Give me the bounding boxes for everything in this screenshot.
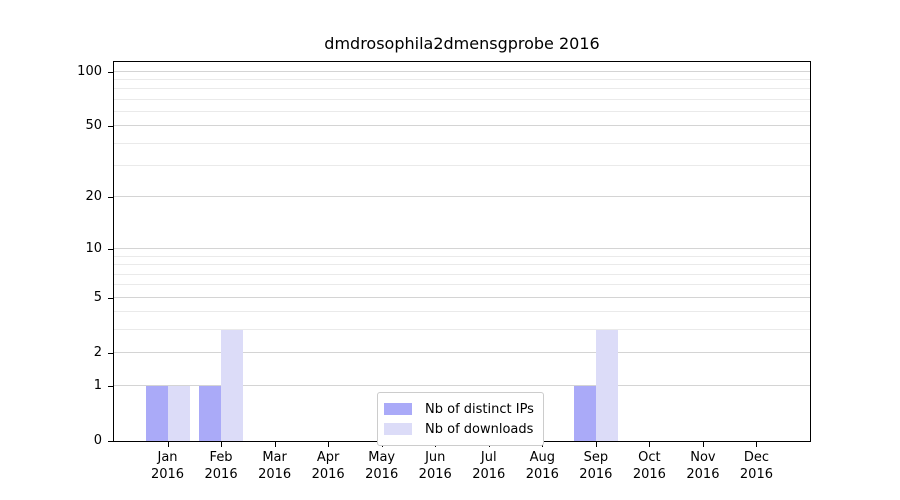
gridline-50 bbox=[114, 125, 810, 127]
y-tick-label-10: 10 bbox=[85, 241, 102, 257]
x-tick-oct-2016 bbox=[649, 442, 651, 447]
gridline-30 bbox=[114, 165, 810, 167]
x-tick-label-sep-2016: Sep 2016 bbox=[579, 450, 613, 482]
x-tick-label-mar-2016: Mar 2016 bbox=[258, 450, 292, 482]
gridline-2 bbox=[114, 352, 810, 354]
y-tick-label-5: 5 bbox=[93, 289, 102, 305]
gridline-8 bbox=[114, 264, 810, 266]
x-tick-label-aug-2016: Aug 2016 bbox=[525, 450, 559, 482]
y-tick-label-1: 1 bbox=[93, 377, 102, 393]
y-tick-100 bbox=[108, 71, 113, 73]
y-tick-label-100: 100 bbox=[77, 63, 102, 79]
bar-nb-of-downloads-sep-2016 bbox=[595, 330, 618, 441]
gridline-3 bbox=[114, 329, 810, 331]
x-tick-apr-2016 bbox=[328, 442, 330, 447]
legend-swatch-downloads bbox=[384, 423, 412, 435]
bar-nb-of-downloads-feb-2016 bbox=[221, 330, 244, 441]
gridline-100 bbox=[114, 70, 810, 72]
x-tick-label-jan-2016: Jan 2016 bbox=[150, 450, 185, 482]
x-tick-label-nov-2016: Nov 2016 bbox=[686, 450, 720, 482]
gridline-9 bbox=[114, 255, 810, 257]
y-tick-label-0: 0 bbox=[93, 433, 102, 448]
legend-item-downloads: Nb of downloads bbox=[384, 419, 534, 439]
x-tick-label-apr-2016: Apr 2016 bbox=[311, 450, 345, 482]
gridline-7 bbox=[114, 273, 810, 275]
legend: Nb of distinct IPs Nb of downloads bbox=[377, 392, 544, 446]
x-tick-label-may-2016: May 2016 bbox=[365, 450, 399, 482]
x-tick-label-jul-2016: Jul 2016 bbox=[472, 450, 506, 482]
gridline-80 bbox=[114, 88, 810, 90]
gridline-1 bbox=[114, 384, 810, 386]
y-tick-0 bbox=[108, 441, 113, 442]
gridline-40 bbox=[114, 142, 810, 144]
gridline-5 bbox=[114, 296, 810, 298]
gridline-10 bbox=[114, 248, 810, 250]
x-tick-nov-2016 bbox=[702, 442, 704, 447]
plot-area: Nb of distinct IPs Nb of downloads bbox=[113, 61, 811, 446]
bar-nb-of-downloads-jan-2016 bbox=[167, 385, 190, 441]
y-tick-20 bbox=[108, 197, 113, 199]
y-tick-5 bbox=[108, 297, 113, 299]
x-tick-label-dec-2016: Dec 2016 bbox=[739, 450, 773, 482]
legend-item-distinct-ips: Nb of distinct IPs bbox=[384, 399, 534, 419]
x-tick-sep-2016 bbox=[595, 442, 597, 447]
chart-title: dmdrosophila2dmensgprobe 2016 bbox=[324, 34, 600, 53]
y-tick-label-20: 20 bbox=[85, 189, 102, 205]
gridline-20 bbox=[114, 196, 810, 198]
x-tick-label-feb-2016: Feb 2016 bbox=[204, 450, 238, 482]
gridline-6 bbox=[114, 284, 810, 286]
y-tick-label-2: 2 bbox=[93, 345, 102, 361]
y-tick-label-50: 50 bbox=[85, 118, 102, 134]
x-tick-label-oct-2016: Oct 2016 bbox=[632, 450, 666, 482]
y-tick-50 bbox=[108, 126, 113, 128]
legend-label-downloads: Nb of downloads bbox=[425, 421, 534, 437]
legend-swatch-distinct-ips bbox=[384, 403, 412, 415]
bar-nb-of-distinct-ips-sep-2016 bbox=[573, 385, 596, 441]
x-tick-mar-2016 bbox=[274, 442, 276, 447]
y-tick-2 bbox=[108, 353, 113, 355]
x-tick-label-jun-2016: Jun 2016 bbox=[418, 450, 452, 482]
legend-label-distinct-ips: Nb of distinct IPs bbox=[425, 401, 534, 417]
y-tick-10 bbox=[108, 249, 113, 251]
x-tick-dec-2016 bbox=[756, 442, 758, 447]
gridline-4 bbox=[114, 311, 810, 313]
bar-nb-of-distinct-ips-feb-2016 bbox=[199, 385, 222, 441]
x-tick-feb-2016 bbox=[221, 442, 223, 447]
gridline-60 bbox=[114, 111, 810, 113]
x-tick-jan-2016 bbox=[167, 442, 169, 447]
y-tick-1 bbox=[108, 385, 113, 387]
gridline-90 bbox=[114, 79, 810, 81]
gridline-70 bbox=[114, 98, 810, 100]
bar-nb-of-distinct-ips-jan-2016 bbox=[145, 385, 168, 441]
